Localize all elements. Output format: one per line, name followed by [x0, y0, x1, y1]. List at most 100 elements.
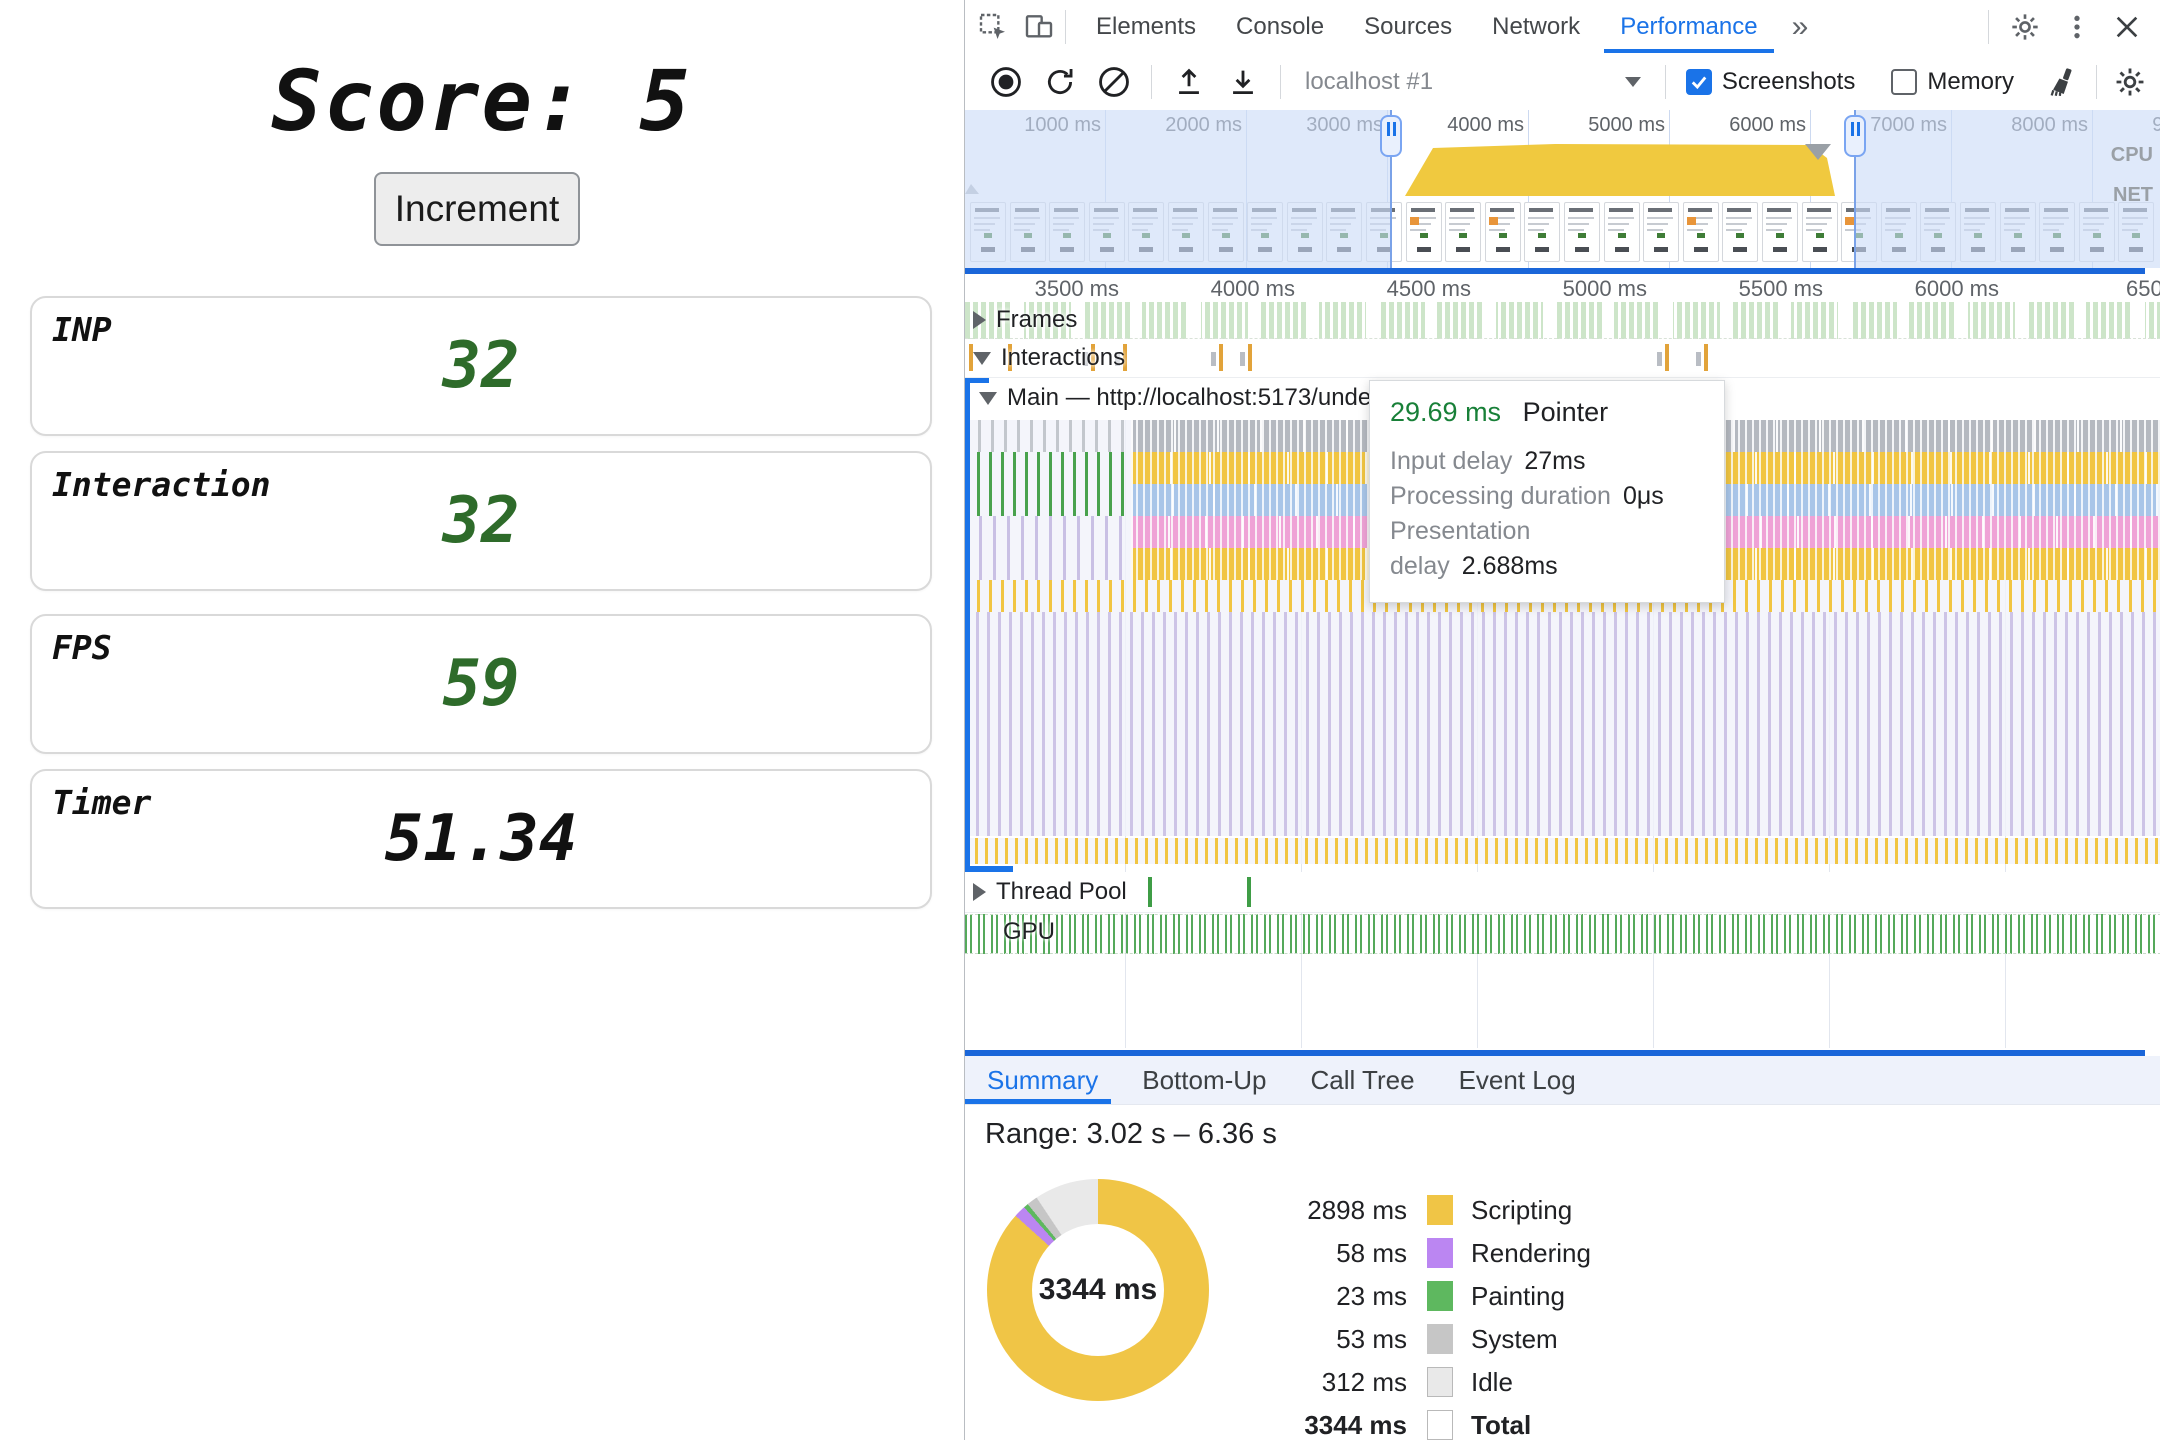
summary-tab-call-tree[interactable]: Call Tree — [1310, 1064, 1415, 1095]
summary-tab-bottom-up[interactable]: Bottom-Up — [1142, 1064, 1267, 1095]
interactions-track[interactable] — [965, 339, 2160, 378]
thumb-text-line — [1726, 223, 1748, 225]
gpu-track-header[interactable]: GPU — [1003, 918, 1055, 946]
separator — [1151, 64, 1152, 99]
memory-checkbox[interactable] — [1891, 68, 1918, 95]
settings-gear-icon[interactable] — [2009, 11, 2041, 43]
screenshot-thumbnail[interactable] — [1405, 202, 1442, 262]
thumb-title-bar — [1529, 208, 1554, 212]
flame-band-row[interactable] — [965, 804, 2160, 836]
screenshots-checkbox[interactable] — [1685, 68, 1712, 95]
screenshot-thumbnail[interactable] — [1762, 202, 1798, 262]
thread-pool-task-mark[interactable] — [1247, 877, 1252, 907]
main-track-header-label[interactable]: Main — http://localhost:5173/unders — [979, 384, 1391, 412]
thread-pool-track-header[interactable]: Thread Pool — [973, 878, 1127, 906]
collapsed-triangle-icon[interactable] — [973, 311, 986, 329]
ruler-tick-label: 4000 ms — [1210, 276, 1295, 301]
interaction-mark[interactable] — [968, 344, 973, 371]
increment-button[interactable]: Increment — [374, 172, 580, 246]
thumb-text-line — [1568, 223, 1589, 225]
screenshot-thumbnail[interactable] — [1524, 202, 1561, 262]
summary-tab-event-log[interactable]: Event Log — [1458, 1064, 1576, 1095]
devtools-tabbar: Elements Console Sources Network Performance… — [965, 0, 2160, 53]
profile-select[interactable]: localhost #1 — [1305, 67, 1434, 95]
interactions-track-header[interactable]: Interactions — [973, 344, 1125, 372]
screenshot-thumbnail[interactable] — [1484, 202, 1521, 262]
inspect-element-icon[interactable] — [977, 11, 1009, 43]
thumb-orange-badge — [1488, 217, 1498, 225]
thumb-title-bar — [1450, 208, 1475, 212]
panel-divider-bar[interactable] — [965, 1050, 2145, 1056]
interaction-mark[interactable] — [1696, 344, 1709, 371]
metric-card-fps: FPS 59 — [30, 614, 932, 754]
expanded-triangle-icon[interactable] — [979, 391, 997, 405]
flame-band-row[interactable] — [965, 772, 2160, 804]
tab-console[interactable]: Console — [1236, 12, 1325, 40]
profile-select-caret-icon[interactable] — [1624, 76, 1641, 87]
tab-sources[interactable]: Sources — [1364, 12, 1453, 40]
device-toolbar-icon[interactable] — [1023, 11, 1055, 43]
close-icon[interactable] — [2111, 11, 2143, 43]
screenshot-thumbnail[interactable] — [1445, 202, 1482, 262]
timeline-window-bar[interactable] — [965, 268, 2145, 274]
selection-left-handle[interactable] — [1380, 115, 1402, 157]
record-reload-icon[interactable] — [1043, 65, 1077, 99]
legend-row-system: 53 ms System — [1245, 1321, 1558, 1357]
expanded-triangle-icon[interactable] — [973, 351, 991, 365]
capture-settings-gear-icon[interactable] — [2113, 65, 2147, 99]
thread-pool-task-mark[interactable] — [1147, 877, 1152, 907]
thumb-text-line — [1488, 217, 1515, 219]
more-tabs-icon[interactable]: » — [1791, 9, 1809, 43]
tab-network[interactable]: Network — [1492, 12, 1581, 40]
legend-label: Painting — [1471, 1280, 1565, 1311]
tooltip-duration: 29.69 ms — [1390, 397, 1502, 427]
screenshot-thumbnail[interactable] — [1564, 202, 1600, 262]
thumb-title-bar — [1727, 208, 1752, 212]
main-thread-flamechart[interactable] — [965, 420, 2160, 836]
screenshot-thumbnail[interactable] — [1722, 202, 1759, 262]
flame-band-row[interactable] — [965, 676, 2160, 708]
ruler-tick-label: 4500 ms — [1386, 276, 1471, 301]
thread-pool-track[interactable] — [965, 872, 2160, 913]
load-profile-icon[interactable] — [1172, 65, 1206, 99]
screenshot-thumbnail[interactable] — [1801, 202, 1838, 262]
tab-elements[interactable]: Elements — [1096, 12, 1197, 40]
flame-band-row[interactable] — [965, 708, 2160, 740]
thumb-text-line — [1568, 229, 1584, 231]
interaction-mark[interactable] — [1114, 344, 1127, 371]
tooltip-detail-rows: Input delay 27ms Processing duration 0μs Pre… — [1390, 444, 1704, 584]
record-icon[interactable] — [989, 65, 1023, 99]
save-profile-icon[interactable] — [1226, 65, 1260, 99]
kebab-menu-icon[interactable] — [2061, 11, 2093, 43]
thumb-text-line — [1766, 223, 1787, 225]
screenshot-thumbnail[interactable] — [1682, 202, 1719, 262]
screenshot-thumbnail[interactable] — [1643, 202, 1680, 262]
legend-row-rendering: 58 ms Rendering — [1245, 1235, 1591, 1271]
flame-band-row[interactable] — [965, 644, 2160, 676]
interaction-mark[interactable] — [1008, 344, 1013, 371]
summary-tab-summary[interactable]: Summary — [987, 1064, 1099, 1095]
flame-band-row[interactable] — [965, 740, 2160, 772]
interaction-mark[interactable] — [1240, 344, 1253, 371]
interaction-mark[interactable] — [1082, 344, 1095, 371]
flame-band-row[interactable] — [965, 612, 2160, 644]
timeline-ruler: 3500 ms 4000 ms 4500 ms 5000 ms 5500 ms 6000 … — [965, 274, 2160, 302]
screenshot-thumbnail[interactable] — [1603, 202, 1640, 262]
selection-right-handle[interactable] — [1844, 115, 1866, 157]
interactions-label: Interactions — [1001, 344, 1126, 371]
interaction-mark[interactable] — [1656, 344, 1669, 371]
thumb-title-bar — [1767, 208, 1791, 212]
collapsed-triangle-icon[interactable] — [973, 883, 986, 901]
thumb-text-line — [1647, 217, 1674, 219]
interaction-mark[interactable] — [1210, 344, 1223, 371]
selection-left-line — [1390, 110, 1392, 268]
frames-track-header[interactable]: Frames — [973, 306, 1077, 334]
thumb-green-value — [1815, 233, 1824, 238]
gpu-track[interactable] — [965, 914, 2160, 954]
clear-icon[interactable] — [1097, 65, 1131, 99]
collect-garbage-icon[interactable] — [2046, 65, 2080, 99]
tab-performance[interactable]: Performance — [1600, 0, 1777, 53]
frames-track[interactable] — [965, 302, 2160, 339]
